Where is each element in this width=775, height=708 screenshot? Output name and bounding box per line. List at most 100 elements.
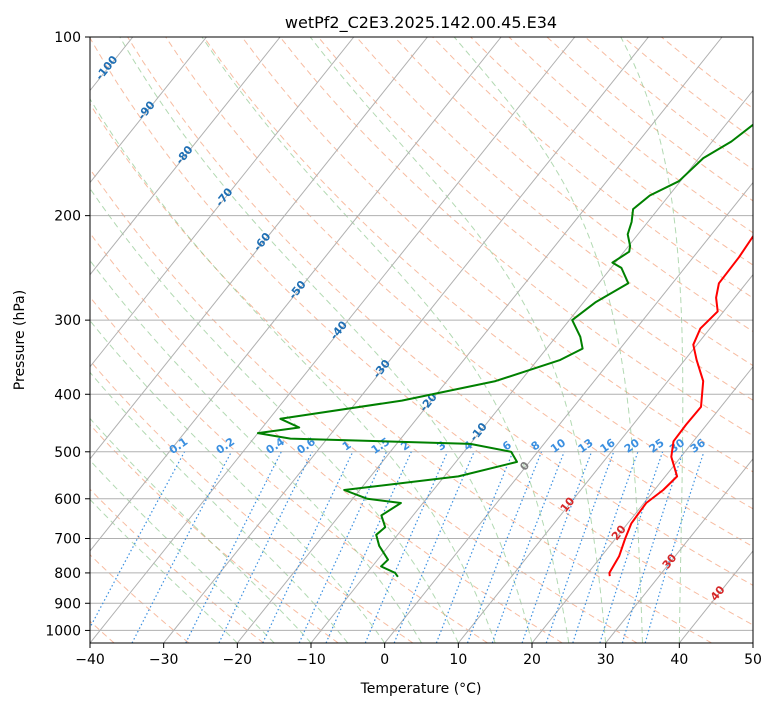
- dry-adiabat: [165, 37, 753, 548]
- dry-adiabat: [356, 37, 753, 367]
- moist-adiabat: [201, 37, 570, 643]
- x-tick-label: −40: [75, 652, 105, 668]
- x-tick-label: −10: [296, 652, 326, 668]
- y-tick-label: 300: [54, 313, 81, 329]
- series-layer: [256, 123, 753, 578]
- x-tick-label: 0: [380, 652, 389, 668]
- dry-adiabat: [90, 37, 753, 626]
- isotherm: [0, 37, 59, 643]
- mixing-ratio-line: [521, 451, 593, 643]
- dry-adiabat: [90, 554, 190, 643]
- mixing-ratio-line: [435, 451, 514, 643]
- mixing-ratio-line: [262, 451, 354, 643]
- x-tick-label: −20: [223, 652, 253, 668]
- y-tick-label: 800: [54, 566, 81, 582]
- x-tick-label: 50: [744, 652, 762, 668]
- isotherm: [310, 89, 753, 643]
- mixing-ratio-line: [298, 451, 388, 643]
- moist-adiabat: [620, 37, 684, 643]
- mixing-ratio-label: 0.2: [214, 435, 237, 457]
- isotherm: [605, 458, 753, 643]
- dry-adiabat: [90, 488, 264, 643]
- dry-adiabat: [584, 37, 753, 171]
- mixing-ratio-label: 25: [647, 436, 667, 455]
- mixing-ratio-line: [393, 451, 475, 643]
- moist-adiabat: [119, 37, 533, 643]
- mixing-ratio-label: 10: [548, 436, 568, 456]
- moist-adiabat: [90, 319, 386, 643]
- moist-adiabat: [309, 37, 607, 643]
- dry-adiabat: [317, 37, 753, 401]
- dry-adiabat: [394, 37, 753, 333]
- isotherm: [90, 37, 281, 276]
- background-lines: [0, 37, 753, 643]
- mixing-ratio-line: [644, 451, 705, 643]
- y-axis-label: Pressure (hPa): [12, 290, 28, 390]
- moist-adiabat: [90, 259, 422, 643]
- isotherm: [90, 37, 576, 643]
- mixing-ratio-line: [90, 451, 186, 629]
- mixing-ratio-line: [491, 451, 565, 643]
- mixing-ratio-line: [131, 451, 232, 643]
- chart-title: wetPf2_C2E3.2025.142.00.45.E34: [285, 13, 557, 33]
- isotherm: [90, 37, 502, 552]
- dry-adiabat: [90, 103, 712, 643]
- x-tick-label: 10: [449, 652, 467, 668]
- isotherm: [90, 37, 355, 368]
- isotherm: [678, 550, 753, 643]
- y-tick-label: 400: [54, 387, 81, 403]
- moist-adiabat: [90, 498, 238, 643]
- mixing-ratio-line: [185, 451, 282, 643]
- moist-adiabat: [453, 37, 643, 643]
- dry-adiabat: [90, 168, 638, 643]
- moist-adiabat: [90, 187, 459, 643]
- isotherm: [236, 37, 723, 643]
- dry-adiabat: [508, 37, 753, 234]
- x-tick-label: 20: [523, 652, 541, 668]
- y-tick-label: 600: [54, 492, 81, 508]
- isotherm: [457, 273, 753, 643]
- temperature-profile-line: [608, 234, 753, 577]
- mixing-ratio-label: 36: [688, 436, 708, 456]
- isotherm: [90, 37, 428, 460]
- x-tick-label: 30: [597, 652, 615, 668]
- mixing-ratio-line: [572, 451, 639, 643]
- x-axis: −40 −30 −20 −10 0 10 20 30 40 50: [75, 643, 762, 668]
- mixing-ratio-line: [218, 451, 313, 643]
- dry-adiabat: [90, 232, 563, 643]
- x-tick-label: 40: [670, 652, 688, 668]
- moist-adiabat: [90, 459, 275, 643]
- y-tick-label: 1000: [45, 623, 81, 639]
- mixing-ratio-line: [466, 451, 543, 643]
- isotherm: [384, 181, 753, 643]
- y-tick-label: 100: [54, 30, 81, 46]
- isotherm: [531, 365, 753, 643]
- dewpoint-profile-line: [256, 123, 753, 578]
- mixing-ratio-line: [545, 451, 615, 643]
- y-tick-label: 900: [54, 596, 81, 612]
- y-axis: 100 200 300 400 500 600 700 800 900 1000: [45, 30, 90, 639]
- mixing-ratio-label: 8: [529, 438, 543, 453]
- isotherm: [752, 642, 753, 643]
- mixing-ratio-line: [599, 451, 664, 643]
- mixing-ratio-line: [325, 451, 412, 643]
- moist-adiabat: [90, 371, 349, 643]
- x-axis-label: Temperature (°C): [360, 681, 482, 697]
- isotherm: [90, 37, 207, 184]
- dry-adiabat: [90, 296, 488, 643]
- dry-adiabat: [127, 37, 753, 586]
- dry-adiabat: [470, 37, 753, 266]
- plot-frame: [89, 36, 754, 644]
- mixing-ratio-label: 0.1: [167, 435, 190, 457]
- isotherm: [163, 37, 649, 643]
- y-tick-label: 500: [54, 445, 81, 461]
- dry-adiabat: [90, 423, 339, 643]
- mixing-ratio-line: [364, 451, 449, 643]
- moist-adiabat: [90, 98, 496, 643]
- dry-adiabat: [90, 359, 414, 643]
- y-tick-label: 200: [54, 209, 81, 225]
- y-tick-label: 700: [54, 532, 81, 548]
- x-tick-label: −30: [149, 652, 179, 668]
- dry-adiabat: [203, 37, 753, 510]
